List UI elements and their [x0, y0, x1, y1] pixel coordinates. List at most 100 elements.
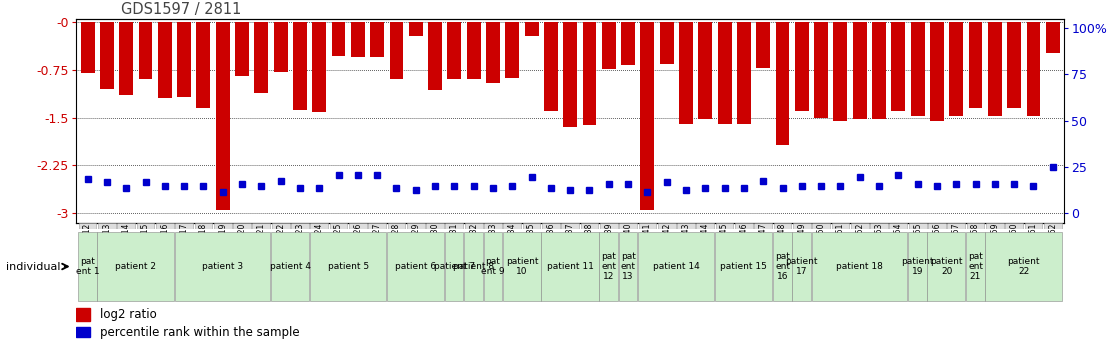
Bar [216, 22, 229, 210]
Bar [428, 22, 442, 90]
FancyBboxPatch shape [465, 223, 483, 229]
Text: GSM38722: GSM38722 [276, 223, 285, 264]
Bar [699, 22, 712, 119]
Text: GSM38760: GSM38760 [1010, 223, 1018, 264]
FancyBboxPatch shape [136, 223, 154, 229]
FancyBboxPatch shape [174, 231, 271, 302]
FancyBboxPatch shape [580, 223, 598, 229]
Text: GSM38729: GSM38729 [411, 223, 420, 264]
FancyBboxPatch shape [195, 223, 212, 229]
Text: pat
ent
12: pat ent 12 [601, 252, 616, 281]
Text: pat
ent 1: pat ent 1 [76, 257, 100, 276]
Text: GSM38757: GSM38757 [951, 223, 960, 264]
FancyBboxPatch shape [1005, 223, 1023, 229]
FancyBboxPatch shape [234, 223, 250, 229]
Text: GSM38751: GSM38751 [836, 223, 845, 264]
FancyBboxPatch shape [716, 231, 773, 302]
Bar [409, 22, 423, 36]
FancyBboxPatch shape [78, 231, 96, 302]
Text: GSM38739: GSM38739 [605, 223, 614, 264]
Text: GSM38725: GSM38725 [334, 223, 343, 264]
FancyBboxPatch shape [638, 231, 714, 302]
Text: patient
10: patient 10 [505, 257, 538, 276]
Text: individual: individual [6, 262, 60, 272]
Bar [447, 22, 462, 79]
FancyBboxPatch shape [851, 223, 869, 229]
Text: GSM38743: GSM38743 [682, 223, 691, 264]
Text: GSM38758: GSM38758 [972, 223, 980, 264]
FancyBboxPatch shape [253, 223, 271, 229]
Text: pat
ent 9: pat ent 9 [481, 257, 505, 276]
FancyBboxPatch shape [561, 223, 579, 229]
FancyBboxPatch shape [890, 223, 907, 229]
FancyBboxPatch shape [793, 231, 811, 302]
FancyBboxPatch shape [678, 223, 695, 229]
Bar [795, 22, 808, 111]
Bar [622, 22, 635, 66]
FancyBboxPatch shape [78, 223, 96, 229]
Bar [641, 22, 654, 210]
Bar [1007, 22, 1021, 108]
FancyBboxPatch shape [541, 231, 598, 302]
Bar [293, 22, 306, 110]
Text: GSM38715: GSM38715 [141, 223, 150, 264]
FancyBboxPatch shape [638, 223, 656, 229]
FancyBboxPatch shape [349, 223, 367, 229]
FancyBboxPatch shape [755, 223, 773, 229]
FancyBboxPatch shape [311, 223, 328, 229]
Bar [544, 22, 558, 111]
FancyBboxPatch shape [426, 223, 444, 229]
FancyBboxPatch shape [503, 223, 521, 229]
Text: GSM38737: GSM38737 [566, 223, 575, 264]
FancyBboxPatch shape [793, 223, 811, 229]
Bar [814, 22, 828, 118]
Text: patient 6: patient 6 [395, 262, 436, 271]
Bar [872, 22, 885, 119]
Bar [312, 22, 326, 112]
FancyBboxPatch shape [928, 223, 946, 229]
Text: GSM38746: GSM38746 [739, 223, 748, 264]
Bar [274, 22, 287, 72]
Bar [891, 22, 906, 111]
Text: percentile rank within the sample: percentile rank within the sample [101, 326, 300, 338]
Bar [120, 22, 133, 95]
FancyBboxPatch shape [291, 223, 309, 229]
Text: GSM38714: GSM38714 [122, 223, 131, 264]
Bar [1045, 22, 1060, 53]
FancyBboxPatch shape [176, 223, 193, 229]
Bar [911, 22, 925, 116]
Text: GSM38748: GSM38748 [778, 223, 787, 264]
FancyBboxPatch shape [909, 223, 927, 229]
FancyBboxPatch shape [272, 223, 290, 229]
Bar [853, 22, 866, 119]
Text: GSM38749: GSM38749 [797, 223, 806, 264]
Text: patient 5: patient 5 [328, 262, 369, 271]
Text: GSM38730: GSM38730 [430, 223, 439, 264]
Bar [466, 22, 481, 79]
Text: GSM38716: GSM38716 [160, 223, 169, 264]
Bar [197, 22, 210, 108]
Text: GSM38727: GSM38727 [372, 223, 381, 264]
Bar [486, 22, 500, 82]
Text: pat
ent
21: pat ent 21 [968, 252, 983, 281]
Bar [100, 22, 114, 89]
Text: patient
22: patient 22 [1007, 257, 1040, 276]
FancyBboxPatch shape [214, 223, 231, 229]
Text: patient 18: patient 18 [836, 262, 883, 271]
FancyBboxPatch shape [464, 231, 483, 302]
Text: GSM38750: GSM38750 [816, 223, 825, 264]
FancyBboxPatch shape [1024, 223, 1042, 229]
FancyBboxPatch shape [523, 223, 540, 229]
FancyBboxPatch shape [330, 223, 348, 229]
FancyBboxPatch shape [388, 223, 406, 229]
FancyBboxPatch shape [98, 223, 116, 229]
Text: GSM38744: GSM38744 [701, 223, 710, 264]
Text: GSM38717: GSM38717 [180, 223, 189, 264]
FancyBboxPatch shape [618, 231, 637, 302]
Text: pat
ent
13: pat ent 13 [620, 252, 636, 281]
Text: patient 3: patient 3 [202, 262, 244, 271]
Text: GSM38741: GSM38741 [643, 223, 652, 264]
Text: GSM38755: GSM38755 [913, 223, 922, 264]
Text: GSM38718: GSM38718 [199, 223, 208, 264]
FancyBboxPatch shape [600, 223, 617, 229]
